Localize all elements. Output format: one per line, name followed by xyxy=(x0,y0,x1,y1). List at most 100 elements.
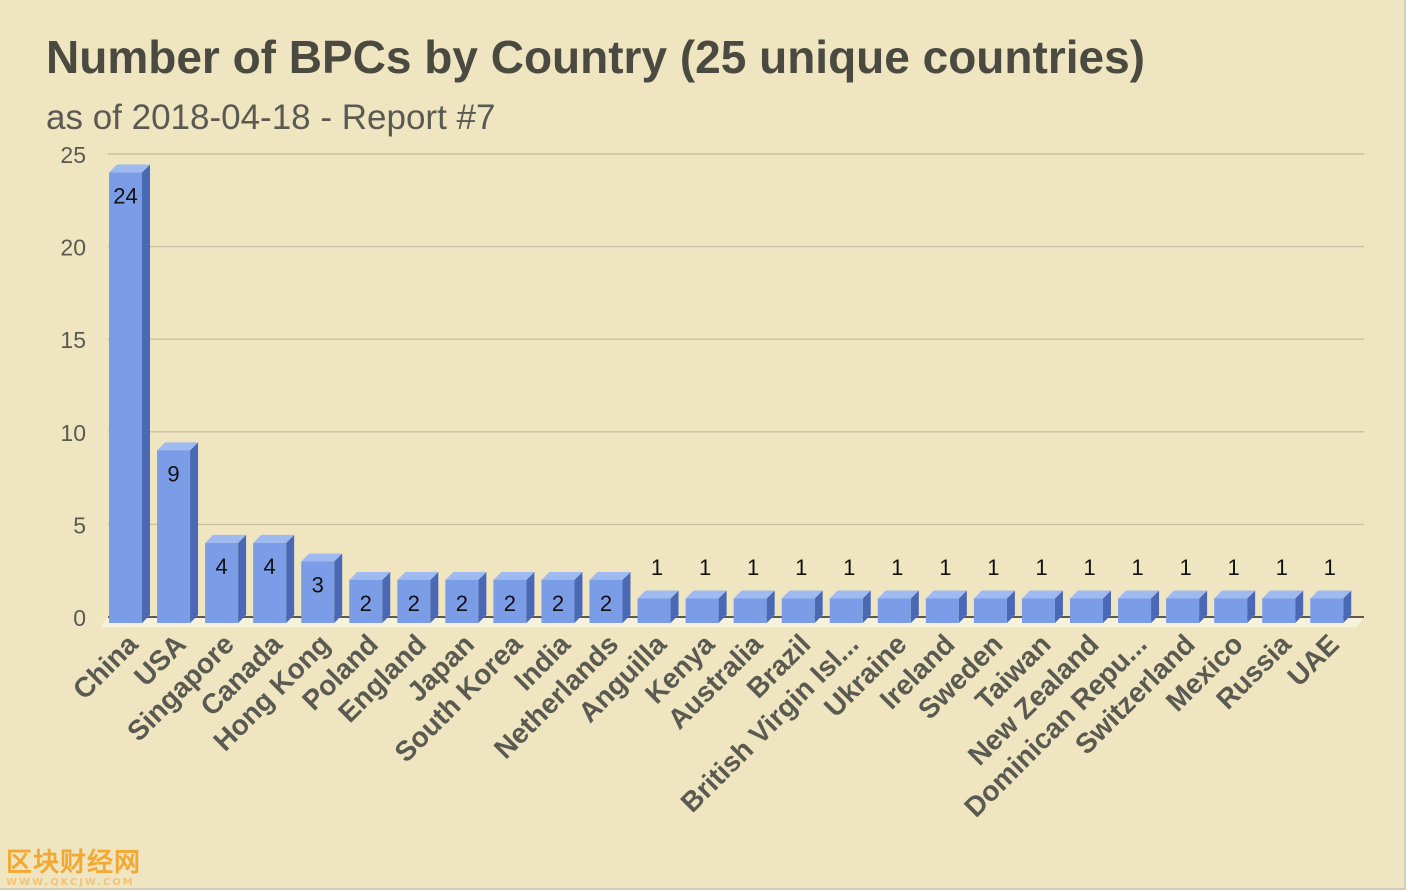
bar-side xyxy=(814,590,823,623)
bar xyxy=(781,598,815,623)
bar-top xyxy=(973,590,1015,599)
bar-side xyxy=(1199,590,1208,623)
bar-side xyxy=(622,571,631,623)
bar-top xyxy=(925,590,967,599)
bar-top xyxy=(253,534,295,543)
bar xyxy=(589,579,623,623)
bar-top xyxy=(733,590,775,599)
watermark-url: WWW.QKCJW.COM xyxy=(6,877,135,888)
bar-side xyxy=(718,590,727,623)
y-tick-label: 5 xyxy=(73,512,86,538)
data-label: 2 xyxy=(456,591,468,616)
bar-top xyxy=(1310,590,1352,599)
bar-top xyxy=(1070,590,1111,599)
bar-top xyxy=(877,590,919,599)
bar-top xyxy=(637,590,679,599)
bar-side xyxy=(1247,590,1256,623)
bar-side xyxy=(862,590,871,623)
bar-top xyxy=(109,164,150,173)
bar-side xyxy=(238,534,247,623)
bar xyxy=(973,598,1007,623)
bar-side xyxy=(430,571,439,623)
bar-side xyxy=(1295,590,1304,623)
bar xyxy=(877,598,911,623)
bar-side xyxy=(1151,590,1160,623)
data-label: 1 xyxy=(939,555,951,580)
watermark-text: 区块财经网 xyxy=(6,848,142,878)
x-tick-label: UAE xyxy=(1281,628,1345,692)
chart-subtitle: as of 2018-04-18 - Report #7 xyxy=(46,98,496,137)
bar-top xyxy=(541,571,583,580)
bar xyxy=(925,598,959,623)
bar-top xyxy=(1214,590,1256,599)
y-tick-label: 0 xyxy=(73,605,86,631)
y-tick-label: 10 xyxy=(60,420,86,446)
bar xyxy=(445,579,479,623)
y-tick-label: 15 xyxy=(60,327,86,353)
bar-side xyxy=(766,590,775,623)
bar xyxy=(157,450,191,623)
bar-side xyxy=(1343,590,1352,623)
bar-top xyxy=(205,534,247,543)
bar xyxy=(1262,598,1296,623)
bar-side xyxy=(526,571,535,623)
bar xyxy=(637,598,671,623)
bar xyxy=(733,598,767,623)
bar xyxy=(301,561,335,623)
bar-top xyxy=(445,571,487,580)
bar xyxy=(1118,598,1152,623)
data-label: 1 xyxy=(1179,555,1191,580)
data-label: 2 xyxy=(600,591,612,616)
bar-top xyxy=(157,442,199,451)
data-label: 1 xyxy=(891,555,903,580)
bar-side xyxy=(142,164,150,623)
bar xyxy=(109,172,142,623)
data-label: 2 xyxy=(504,591,516,616)
data-label: 1 xyxy=(1083,555,1095,580)
bar-top xyxy=(1021,590,1063,599)
bar-side xyxy=(1103,590,1111,623)
y-tick-label: 20 xyxy=(60,235,86,261)
data-label: 1 xyxy=(747,555,759,580)
data-label: 3 xyxy=(312,572,324,597)
bar xyxy=(1310,598,1344,623)
bar-side xyxy=(478,571,487,623)
bar-top xyxy=(589,571,631,580)
bar xyxy=(205,542,239,623)
data-label: 1 xyxy=(1276,555,1288,580)
bar xyxy=(1021,598,1055,623)
bar-side xyxy=(334,553,343,623)
bar xyxy=(253,542,287,623)
bar-side xyxy=(286,534,295,623)
data-label: 1 xyxy=(843,555,855,580)
data-label: 9 xyxy=(167,461,179,486)
bar xyxy=(1166,598,1200,623)
bar xyxy=(1070,598,1103,623)
bar-top xyxy=(493,571,535,580)
data-label: 1 xyxy=(795,555,807,580)
data-label: 2 xyxy=(408,591,420,616)
data-label: 1 xyxy=(1035,555,1047,580)
bar-top xyxy=(301,553,343,562)
bar xyxy=(493,579,527,623)
bar xyxy=(1214,598,1248,623)
bar xyxy=(829,598,863,623)
bar-side xyxy=(574,571,583,623)
bar-side xyxy=(670,590,679,623)
data-label: 4 xyxy=(264,554,276,579)
bar-top xyxy=(781,590,823,599)
bar-top xyxy=(1118,590,1160,599)
data-label: 1 xyxy=(1131,555,1143,580)
data-label: 1 xyxy=(699,555,711,580)
bar-side xyxy=(1006,590,1015,623)
data-label: 4 xyxy=(215,554,227,579)
bar-top xyxy=(1166,590,1208,599)
data-label: 1 xyxy=(987,555,999,580)
bar xyxy=(397,579,431,623)
bar-side xyxy=(910,590,919,623)
bar-top xyxy=(397,571,439,580)
bar-side xyxy=(190,442,199,623)
bar-side xyxy=(958,590,967,623)
